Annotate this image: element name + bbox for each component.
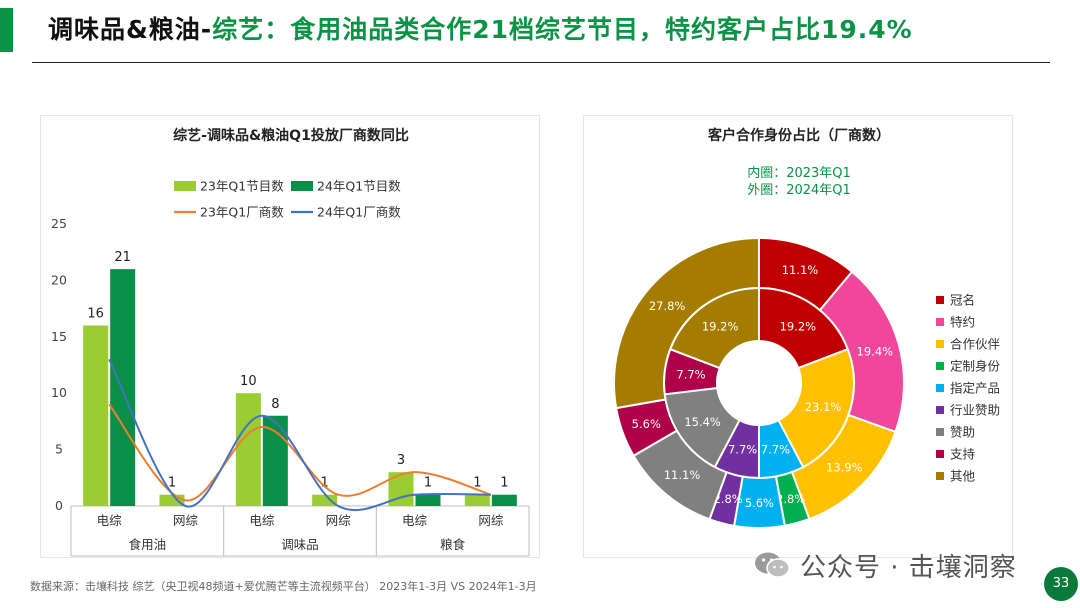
donut-inner-caption: 内圈：2023年Q1 [747, 165, 851, 181]
legend-label: 指定产品 [950, 381, 1000, 396]
bar-chart-panel: 综艺-调味品&粮油Q1投放厂商数同比 23年Q1节目数 24年Q1节目数 23年Q1… [40, 115, 540, 558]
bar-label-24q1: 21 [114, 250, 131, 265]
legend-swatch-0 [174, 181, 196, 191]
legend-label: 支持 [950, 447, 975, 462]
legend-label-0: 23年Q1节目数 [200, 179, 284, 194]
x-category-label: 网综 [326, 513, 352, 528]
y-tick-label: 0 [55, 498, 63, 513]
bar-line-chart: 综艺-调味品&粮油Q1投放厂商数同比 23年Q1节目数 24年Q1节目数 23年Q1… [51, 127, 530, 557]
bar-label-23q1: 3 [397, 453, 405, 468]
outer-slice-label: 11.1% [664, 468, 701, 482]
legend-label-1: 24年Q1节目数 [317, 179, 401, 194]
outer-slice-label: 13.9% [826, 460, 863, 474]
page-number: 33 [1044, 567, 1078, 601]
inner-slice-label: 23.1% [805, 400, 842, 414]
inner-slice-label: 15.4% [684, 415, 721, 429]
outer-slice-label: 11.1% [782, 263, 819, 277]
x-category-label: 网综 [478, 513, 504, 528]
donut-outer-caption: 外圈：2024年Q1 [747, 183, 851, 198]
bar-label-24q1: 1 [500, 476, 508, 491]
wechat-watermark: 公众号 · 击壤洞察 [752, 547, 1017, 583]
legend-swatch-1 [291, 181, 313, 191]
legend-swatch-特约 [936, 318, 944, 326]
legend-swatch-合作伙伴 [936, 340, 944, 348]
legend-swatch-指定产品 [936, 384, 944, 392]
bar-24q1 [110, 269, 136, 506]
data-source-note: 数据来源：击壤科技 综艺（央卫视48频道+爱优腾芒等主流视频平台） 2023年1… [30, 580, 537, 593]
bar-label-24q1: 1 [424, 476, 432, 491]
bar-23q1 [235, 393, 261, 506]
outer-slice-label: 2.8% [713, 492, 742, 506]
page-title: 调味品&粮油-综艺：食用油品类合作21档综艺节目，特约客户占比19.4% [48, 10, 913, 50]
legend-swatch-定制身份 [936, 362, 944, 370]
y-tick-label: 5 [55, 442, 63, 457]
legend-label: 其他 [950, 469, 976, 484]
outer-slice-label: 5.6% [745, 496, 774, 510]
x-category-label: 电综 [249, 513, 275, 528]
x-category-label: 电综 [97, 513, 123, 528]
bar-label-23q1: 1 [168, 476, 176, 491]
bar-label-24q1: 8 [271, 397, 279, 412]
wechat-account-name: 公众号 · 击壤洞察 [800, 552, 1017, 583]
legend-label: 定制身份 [950, 359, 1001, 374]
bar-23q1 [159, 494, 185, 506]
outer-slice-其他 [613, 236, 760, 410]
y-tick-label: 15 [51, 329, 67, 344]
outer-slice-label: 2.8% [776, 492, 805, 506]
x-group-label: 粮食 [440, 537, 466, 552]
bar-chart-title: 综艺-调味品&粮油Q1投放厂商数同比 [173, 127, 409, 144]
legend-swatch-行业赞助 [936, 406, 944, 414]
inner-slice-label: 7.7% [728, 443, 757, 457]
legend-swatch-冠名 [936, 296, 944, 304]
inner-slice-label: 19.2% [702, 320, 739, 334]
legend-label: 特约 [950, 315, 975, 330]
outer-slice-label: 19.4% [857, 345, 894, 359]
line-24q1-vendors [108, 358, 491, 512]
x-group-label: 调味品 [281, 537, 319, 552]
inner-slice-label: 7.7% [676, 368, 705, 382]
bar-24q1 [491, 494, 517, 506]
outer-slice-label: 5.6% [632, 417, 661, 431]
legend-label-3: 24年Q1厂商数 [317, 205, 401, 220]
bar-24q1 [262, 415, 288, 506]
bar-23q1 [464, 494, 490, 506]
donut-chart-title: 客户合作身份占比（厂商数） [707, 127, 890, 144]
donut-chart: 客户合作身份占比（厂商数） 内圈：2023年Q1 外圈：2024年Q1 19.2… [613, 127, 1001, 529]
bar-24q1 [415, 494, 441, 506]
x-category-label: 电综 [402, 513, 428, 528]
bar-label-23q1: 10 [240, 374, 257, 389]
y-tick-label: 20 [51, 272, 67, 287]
legend-swatch-其他 [936, 472, 944, 480]
bar-23q1 [312, 494, 338, 506]
legend-swatch-赞助 [936, 428, 944, 436]
legend-swatch-支持 [936, 450, 944, 458]
outer-slice-label: 27.8% [649, 299, 686, 313]
x-group-label: 食用油 [129, 537, 167, 552]
bar-label-23q1: 1 [321, 476, 329, 491]
inner-slice-label: 7.7% [761, 443, 790, 457]
inner-slice-label: 19.2% [780, 320, 817, 334]
title-divider [32, 62, 1050, 63]
page-title-sub: 综艺：食用油品类合作21档综艺节目，特约客户占比19.4% [212, 15, 913, 44]
bar-23q1 [83, 325, 109, 506]
y-tick-label: 25 [51, 216, 67, 231]
x-category-label: 网综 [173, 513, 199, 528]
y-tick-label: 10 [51, 385, 67, 400]
legend-label-2: 23年Q1厂商数 [200, 205, 284, 220]
bar-label-23q1: 1 [473, 476, 481, 491]
donut-chart-panel: 客户合作身份占比（厂商数） 内圈：2023年Q1 外圈：2024年Q1 19.2… [583, 115, 1013, 558]
legend-label: 赞助 [950, 425, 975, 440]
wechat-icon [755, 552, 790, 578]
page-title-main: 调味品&粮油- [48, 15, 213, 44]
bar-label-23q1: 16 [87, 307, 104, 322]
legend-label: 冠名 [950, 293, 975, 308]
legend-label: 行业赞助 [950, 403, 1000, 418]
legend-label: 合作伙伴 [950, 337, 1001, 352]
title-accent-bar [0, 8, 13, 52]
